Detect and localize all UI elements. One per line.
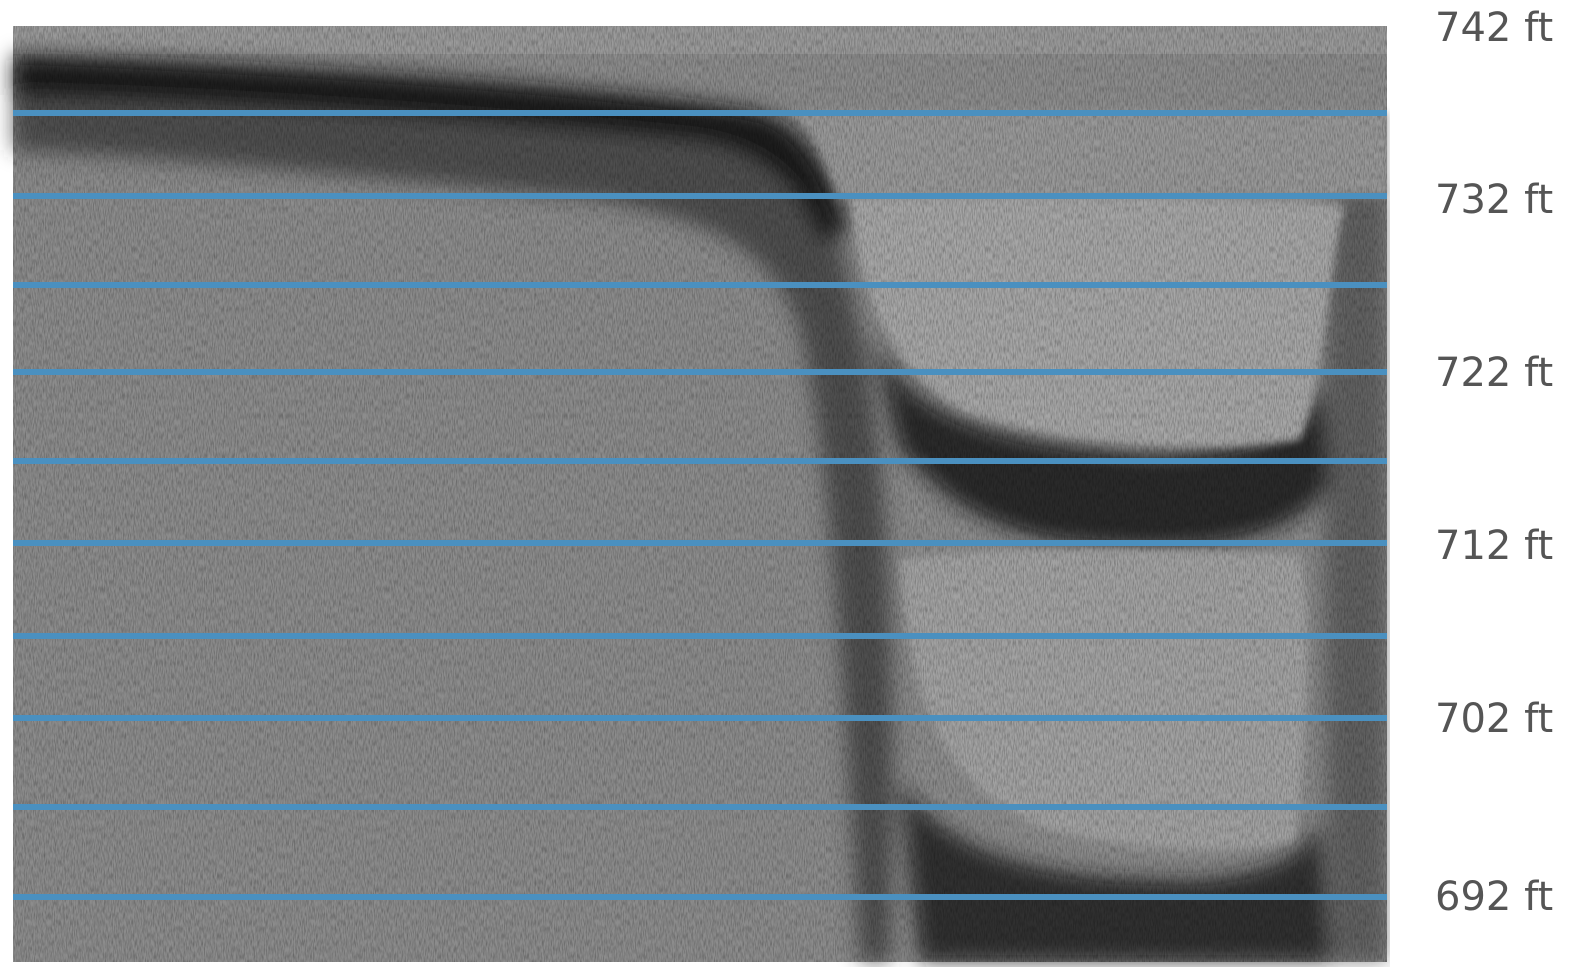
depth-scale: 742 ft 732 ft 722 ft 712 ft 702 ft 692 f… — [1390, 0, 1578, 967]
page: 742 ft 732 ft 722 ft 712 ft 702 ft 692 f… — [0, 0, 1578, 967]
depth-label: 702 ft — [1435, 699, 1553, 739]
sonar-view — [0, 0, 1390, 967]
sonar-noise — [13, 26, 1387, 962]
depth-label: 692 ft — [1435, 877, 1553, 917]
depth-label: 722 ft — [1435, 353, 1553, 393]
depth-label: 732 ft — [1435, 180, 1553, 220]
depth-label: 742 ft — [1435, 8, 1553, 48]
depth-label: 712 ft — [1435, 526, 1553, 566]
